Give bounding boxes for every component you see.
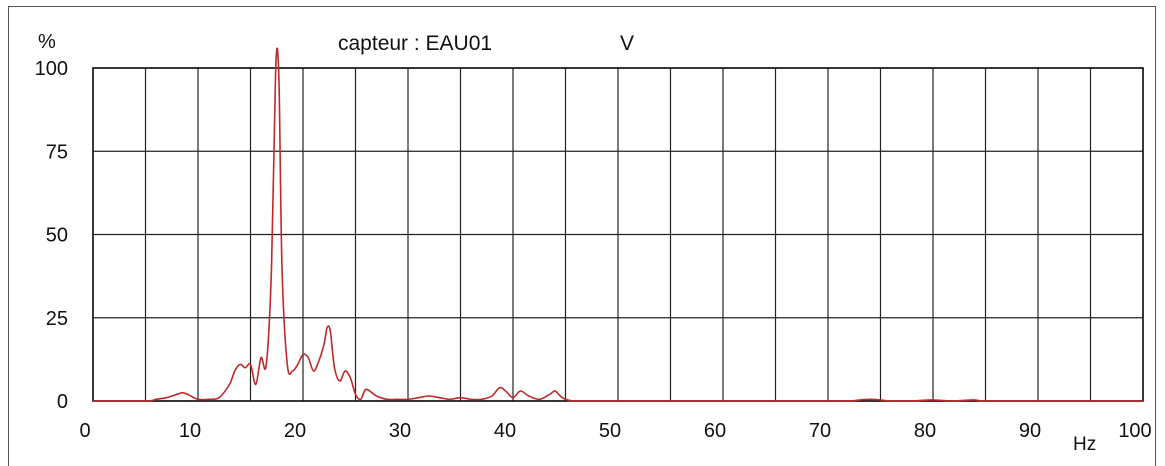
chart-title: capteur : EAU01 [338,32,492,55]
y-tick-label: 0 [57,391,68,413]
x-tick-label: 80 [914,420,936,442]
x-tick-label: 60 [704,420,726,442]
x-tick-label: 20 [284,420,306,442]
x-tick-label: 0 [79,420,90,442]
x-tick-label: 70 [809,420,831,442]
chart-title-unit: V [620,32,634,55]
x-tick-label: 40 [494,420,516,442]
y-tick-labels: 0 25 50 75 100 [35,58,68,413]
y-tick-label: 50 [46,225,68,247]
y-axis-label: % [38,31,56,53]
x-axis-label: Hz [1073,434,1096,453]
grid [92,67,1144,402]
x-tick-label: 10 [179,420,201,442]
spectrum-chart: 0 25 50 75 100 0 10 20 30 40 50 60 70 80 90 100 % capt… [35,31,1152,453]
series-group [93,47,1143,402]
chart-frame [8,6,1156,466]
x-tick-label: 30 [389,420,411,442]
y-tick-label: 75 [46,141,68,163]
series-line [93,47,1143,402]
x-tick-labels: 0 10 20 30 40 50 60 70 80 90 100 [79,420,1151,442]
y-tick-label: 100 [35,58,68,80]
x-tick-label: 90 [1019,420,1041,442]
x-tick-label: 50 [599,420,621,442]
x-tick-label: 100 [1118,420,1151,442]
y-tick-label: 25 [46,308,68,330]
